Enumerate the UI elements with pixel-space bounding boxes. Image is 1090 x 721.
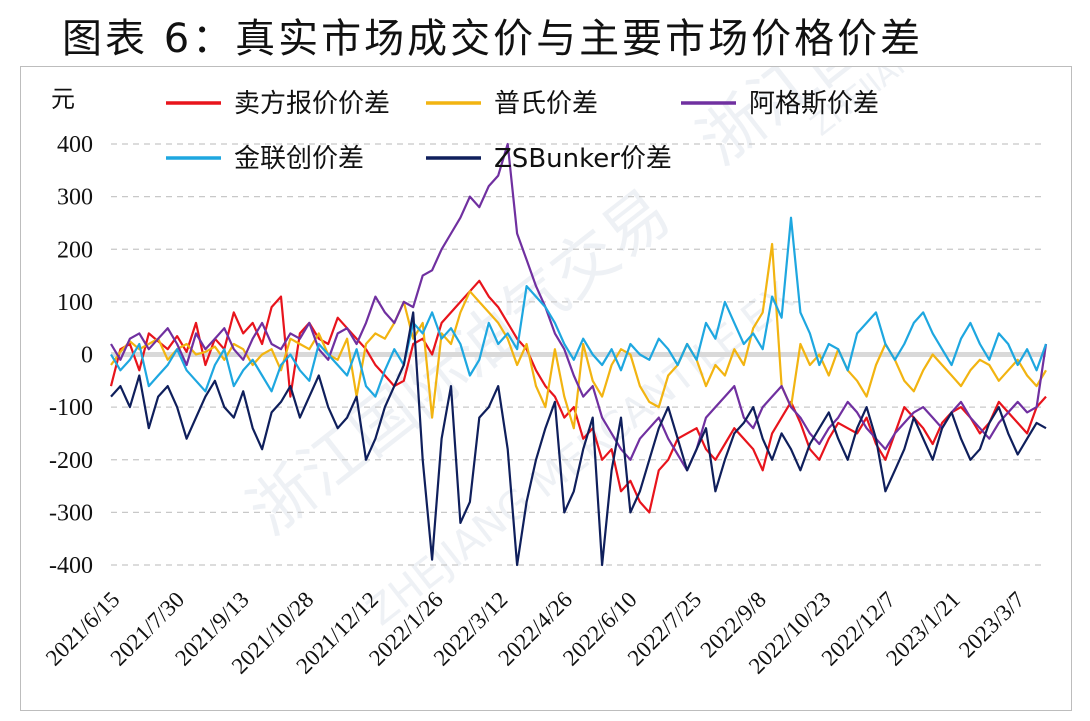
y-tick-label: 100 [57,290,93,316]
y-tick-label: 0 [81,343,93,369]
x-tick-label: 2023/3/7 [954,587,1030,663]
y-tick-label: 400 [57,132,93,158]
series-line-0 [109,279,1047,514]
y-axis-label: 元 [51,87,75,113]
series-line-4 [110,311,1047,567]
axes: 4003002001000-100-200-300-4002021/6/1520… [41,132,1030,679]
legend-label: 阿格斯价差 [749,89,879,119]
y-tick-label: 200 [57,237,93,263]
y-tick-label: -200 [49,448,93,474]
y-tick-label: -400 [49,553,93,579]
series-line-2 [110,142,1048,472]
y-tick-label: -100 [49,395,93,421]
legend-label: 卖方报价价差 [234,89,390,119]
figure-title: 图表 6：真实市场成交价与主要市场价格价差 [62,16,924,62]
series-layer [109,142,1048,567]
chart-frame: 浙江国际油气交易 ZHEJIANG MERCANTILE EX 浙江国际 ZHEJIA… [20,66,1072,711]
legend-label: 普氏价差 [494,89,598,119]
y-tick-label: -300 [49,500,93,526]
legend-label: ZSBunker价差 [494,144,672,174]
legend-label: 金联创价差 [234,144,364,174]
series-line-3 [110,216,1048,398]
y-tick-label: 300 [57,185,93,211]
grid-lines [111,143,1046,566]
